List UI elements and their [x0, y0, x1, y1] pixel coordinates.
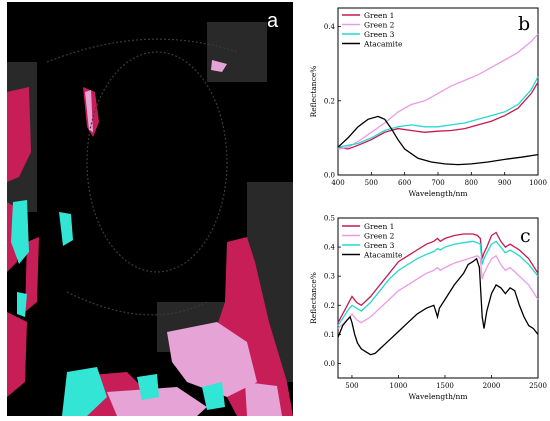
legend-label: Atacamite	[363, 39, 403, 48]
series-line-green-2	[337, 33, 539, 150]
pink-regions	[85, 60, 282, 416]
legend-label: Atacamite	[363, 250, 403, 259]
y-axis-label: Reflectance%	[309, 66, 318, 118]
chart-b-reflectance-vnir: 400 500 600 700 800 900 1000 0.0 0.2 0.4 Wavelengt…	[309, 7, 547, 198]
series-line-green-1	[337, 81, 539, 150]
y-tick-label: 0.1	[324, 331, 335, 339]
series-line-atacamite	[337, 115, 539, 166]
x-tick-label: 500	[365, 179, 378, 187]
y-tick-label: 0.2	[324, 97, 335, 105]
y-tick-label: 0.5	[324, 215, 335, 223]
x-tick-label: 800	[465, 179, 478, 187]
plot-frame	[337, 7, 539, 176]
legend-label: Green 1	[364, 11, 394, 20]
series-line-green-3	[337, 76, 539, 148]
series-line-green-2	[337, 254, 539, 329]
x-tick-label: 600	[398, 179, 411, 187]
panel-a-map: a	[7, 2, 293, 416]
x-tick-label: 2500	[529, 382, 547, 390]
legend-label: Green 3	[364, 30, 395, 39]
legend-label: Green 2	[364, 231, 395, 240]
x-tick-label: 1000	[390, 382, 408, 390]
series-line-green-3	[337, 240, 539, 326]
y-axis-label: Reflectance%	[309, 272, 318, 324]
x-tick-label: 900	[498, 179, 511, 187]
y-tick-label: 0.0	[324, 172, 335, 180]
x-tick-label: 700	[431, 179, 444, 187]
y-tick-label: 0.4	[324, 244, 336, 252]
cyan-regions	[11, 200, 225, 416]
x-tick-label: 1500	[436, 382, 454, 390]
classification-map	[7, 22, 293, 416]
plot-frame	[337, 217, 539, 379]
y-tick-label: 0.4	[324, 23, 336, 31]
x-tick-label: 400	[331, 179, 344, 187]
panel-letter-a: a	[267, 10, 279, 32]
legend-label: Green 3	[364, 241, 395, 250]
y-tick-label: 0.0	[324, 360, 335, 368]
x-axis-label: Wavelength/nm	[409, 392, 468, 401]
x-axis-label: Wavelength/nm	[409, 189, 468, 198]
faint-outlines	[46, 38, 238, 316]
legend-label: Green 2	[364, 20, 395, 29]
legend-label: Green 1	[364, 222, 394, 231]
chart-c-reflectance-swir: 500 1000 1500 2000 2500 0.0 0.1 0.2 0.3 0.4 0.5 Wav…	[309, 215, 547, 402]
panel-letter-c: c	[520, 225, 531, 247]
series-line-green-1	[337, 231, 539, 324]
x-tick-label: 500	[345, 382, 358, 390]
y-tick-label: 0.2	[324, 302, 335, 310]
y-tick-label: 0.3	[324, 273, 335, 281]
series-line-atacamite	[337, 257, 539, 356]
x-tick-label: 2000	[483, 382, 501, 390]
panel-letter-b: b	[518, 13, 530, 35]
x-tick-label: 1000	[529, 179, 547, 187]
